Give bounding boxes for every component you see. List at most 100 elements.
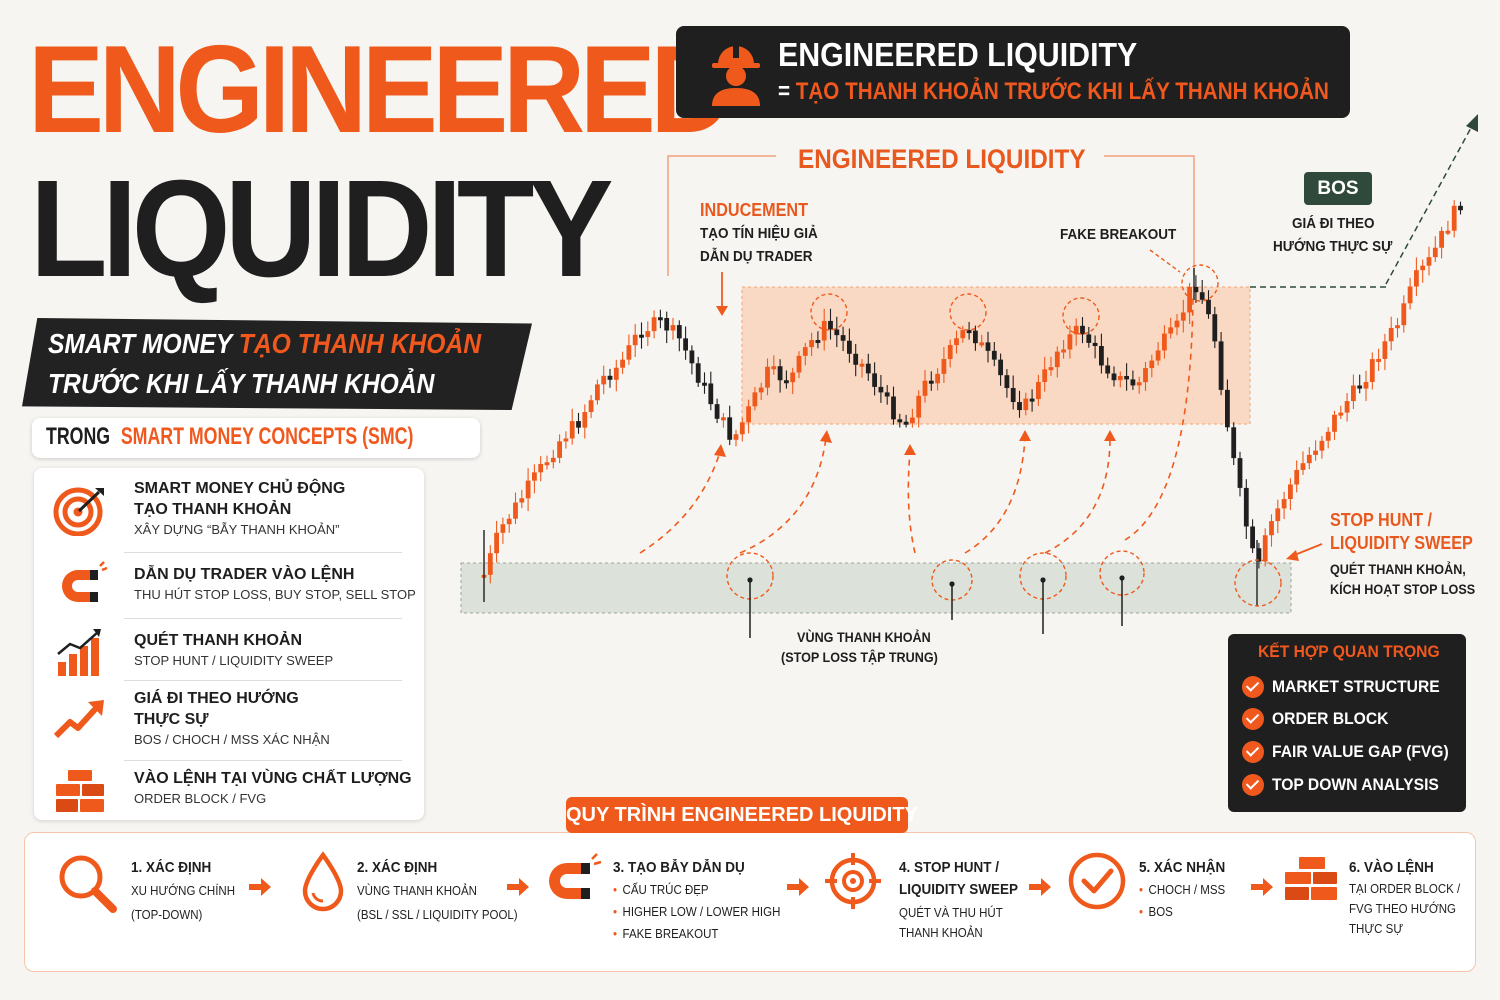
combo-item-label: FAIR VALUE GAP (FVG) xyxy=(1272,742,1449,761)
candle-body xyxy=(1225,389,1230,428)
candle-body xyxy=(973,330,978,344)
candle-body xyxy=(998,359,1003,376)
magnet-icon xyxy=(549,853,602,899)
candle-body xyxy=(1174,320,1180,328)
step-line: (BSL / SSL / LIQUIDITY POOL) xyxy=(357,908,518,922)
candle-body xyxy=(985,342,991,351)
candle-body xyxy=(1086,334,1092,343)
candle-body xyxy=(746,406,751,423)
candle-body xyxy=(651,317,657,332)
droplet-icon xyxy=(302,851,344,912)
candle-body xyxy=(966,330,972,334)
step-line: LIQUIDITY SWEEP xyxy=(899,881,1019,898)
candle-body xyxy=(840,335,846,341)
check-icon xyxy=(1242,676,1264,698)
candle-body xyxy=(1218,341,1224,390)
stop-hunt-label: STOP HUNT / LIQUIDITY SWEEP QUÉT THANH K… xyxy=(1330,509,1475,599)
candle-body xyxy=(1256,548,1262,562)
candle-body xyxy=(1445,230,1451,234)
candle-body xyxy=(1054,351,1060,368)
feature-subtitle: XÂY DỰNG “BẪY THANH KHOẢN” xyxy=(134,522,340,537)
stop-hunt-title1: STOP HUNT / xyxy=(1330,510,1433,530)
inducement-line1: TẠO TÍN HIỆU GIẢ xyxy=(700,225,818,242)
candle-body xyxy=(1036,382,1041,399)
candle-body xyxy=(676,325,682,339)
candle-body xyxy=(532,472,537,481)
key-combination-box: KẾT HỢP QUAN TRỌNG MARKET STRUCTURE ORDE… xyxy=(1228,634,1466,812)
candle-body xyxy=(1143,368,1148,383)
candle-body xyxy=(1269,521,1274,536)
header-subtitle: = TẠO THANH KHOẢN TRƯỚC KHI LẤY THANH KH… xyxy=(778,78,1329,106)
candle-body xyxy=(702,382,707,386)
crosshair-icon xyxy=(825,853,881,909)
arrow-right-icon xyxy=(1029,878,1051,896)
tagline-line1-white: SMART MONEY xyxy=(48,328,239,359)
check-icon xyxy=(1242,774,1264,796)
swing-high-markers xyxy=(810,264,1219,335)
bricks-icon xyxy=(1285,857,1337,900)
candle-body xyxy=(865,363,871,374)
candle-body xyxy=(1369,359,1375,382)
candle-body xyxy=(1136,382,1142,386)
candle-body xyxy=(683,338,688,351)
candle-body xyxy=(1344,401,1350,413)
feature-list: SMART MONEY CHỦ ĐỘNG TẠO THANH KHOẢN XÂY… xyxy=(34,468,424,820)
liquidity-arrows xyxy=(639,299,1194,554)
candle-body xyxy=(922,380,928,396)
candle-body xyxy=(903,421,909,425)
feature-title: VÀO LỆNH TẠI VÙNG CHẤT LƯỢNG xyxy=(134,770,412,787)
candle-body xyxy=(1117,375,1123,381)
candle-body xyxy=(714,404,720,419)
inducement-label: INDUCEMENT TẠO TÍN HIỆU GIẢ DẪN DỤ TRADE… xyxy=(700,199,818,268)
step-line: THANH KHOẢN xyxy=(899,926,983,940)
feature-subtitle: THU HÚT STOP LOSS, BUY STOP, SELL STOP xyxy=(134,587,416,602)
candle-body xyxy=(910,417,915,424)
candle-body xyxy=(947,345,953,360)
tagline-line2: TRƯỚC KHI LẤY THANH KHOẢN xyxy=(48,368,435,399)
step-title: 6. VÀO LỆNH xyxy=(1349,859,1434,876)
candle-body xyxy=(771,366,777,370)
candle-body xyxy=(784,380,789,384)
candle-body xyxy=(557,441,562,458)
candle-body xyxy=(1023,398,1029,411)
tagline-banner: SMART MONEY TẠO THANH KHOẢN TRƯỚC KHI LẤ… xyxy=(22,318,532,410)
arrow-right-icon xyxy=(249,878,271,896)
step-title: 4. STOP HUNT / xyxy=(899,859,1000,876)
candle-body xyxy=(1407,286,1413,304)
candle-body xyxy=(607,375,613,380)
candle-body xyxy=(632,334,638,346)
stop-loss-pins xyxy=(749,578,1123,638)
candle-body xyxy=(777,366,783,381)
process-title: QUY TRÌNH ENGINEERED LIQUIDITY xyxy=(566,797,918,833)
candle-body xyxy=(670,325,676,331)
feature-title-2: THỰC SỰ xyxy=(134,711,209,728)
candle-body xyxy=(1288,484,1293,500)
header-eq: = xyxy=(778,78,791,105)
engineered-liquidity-label: ENGINEERED LIQUIDITY xyxy=(798,144,1086,174)
candle-body xyxy=(639,334,644,338)
step-line: THỰC SỰ xyxy=(1349,922,1404,936)
step-bullet: FAKE BREAKOUT xyxy=(613,923,780,945)
step-title: 3. TẠO BẪY DẪN DỤ xyxy=(613,859,745,876)
candle-body xyxy=(519,498,525,503)
candle-body xyxy=(847,340,852,354)
candle-body xyxy=(1231,427,1237,459)
tagline-line1: SMART MONEY TẠO THANH KHOẢN xyxy=(48,328,481,360)
candle-body xyxy=(991,350,997,360)
main-title-line2: LIQUIDITY xyxy=(30,152,614,306)
bar-chart-icon xyxy=(57,629,101,676)
candle-body xyxy=(1388,327,1394,342)
candle-body xyxy=(1073,325,1079,335)
candle-body xyxy=(588,400,594,413)
candle-body xyxy=(576,421,581,428)
candle-body xyxy=(1376,358,1381,362)
candle-body xyxy=(1080,325,1085,335)
liquidity-zone-line1: VÙNG THANH KHOẢN xyxy=(797,629,931,645)
bracket-right xyxy=(1104,155,1195,276)
arrow-right-icon xyxy=(507,878,529,896)
feature-title-2: TẠO THANH KHOẢN xyxy=(134,501,292,518)
candle-body xyxy=(790,372,796,383)
candle-body xyxy=(928,380,934,384)
inducement-line2: DẪN DỤ TRADER xyxy=(700,248,813,265)
candle-body xyxy=(1168,327,1174,334)
